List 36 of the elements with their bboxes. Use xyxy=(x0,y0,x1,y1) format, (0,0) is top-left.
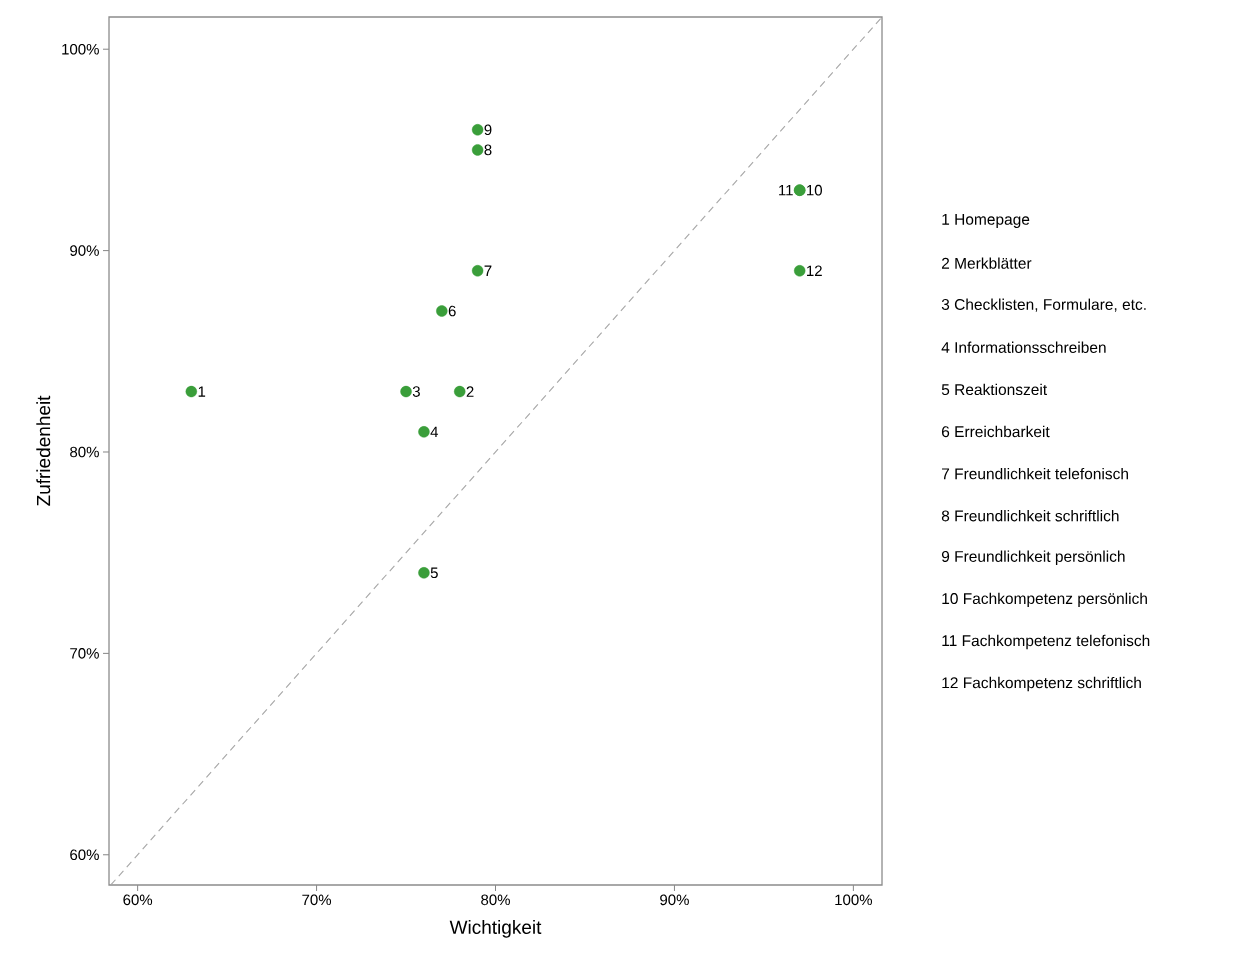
annotation: 6 xyxy=(448,305,456,317)
annotation: 3 xyxy=(412,386,420,397)
y-tick-label: 80% xyxy=(70,446,99,458)
text: 7 Freundlichkeit telefonisch xyxy=(942,467,1128,480)
text: 8 Freundlichkeit schriftlich xyxy=(941,510,1119,522)
x-axis-title: Wichtigkeit xyxy=(449,920,542,938)
annotation: 9 xyxy=(484,124,492,136)
annotation: 2 xyxy=(466,386,474,397)
text: 6 Erreichbarkeit xyxy=(941,425,1050,438)
y-tick-label: 70% xyxy=(70,648,99,659)
text: 4 Informationsschreiben xyxy=(941,341,1106,353)
x-tick-label: 90% xyxy=(660,894,689,906)
annotation: 8 xyxy=(484,144,492,156)
x-tick-label: 100% xyxy=(835,894,873,906)
text: 9 Freundlichkeit persönlich xyxy=(941,550,1125,566)
y-tick-label: 100% xyxy=(62,43,99,55)
annotation: 12 xyxy=(807,265,822,276)
y-tick-label: 90% xyxy=(70,245,99,256)
text: 1 Homepage xyxy=(942,214,1030,228)
text: 12 Fachkompetenz schriftlich xyxy=(942,676,1141,692)
text: 2 Merkblätter xyxy=(941,257,1032,269)
text: 3 Checklisten, Formulare, etc. xyxy=(941,298,1146,312)
x-tick-label: 80% xyxy=(481,894,510,906)
y-tick-label: 60% xyxy=(70,849,99,861)
annotation: 10 xyxy=(807,184,822,196)
y-axis-title: Zufriedenheit xyxy=(36,395,51,506)
x-tick-label: 60% xyxy=(123,894,153,906)
text: 5 Reaktionszeit xyxy=(941,383,1048,396)
annotation: 1 xyxy=(198,386,206,397)
text: 11 Fachkompetenz telefonisch xyxy=(942,634,1150,650)
text: 10 Fachkompetenz persönlich xyxy=(942,592,1147,608)
annotation: 4 xyxy=(430,426,439,438)
x-tick-label: 70% xyxy=(302,894,332,906)
annotation: 5 xyxy=(430,567,438,579)
annotation: 7 xyxy=(484,265,492,276)
annotation: 11 xyxy=(779,185,793,196)
